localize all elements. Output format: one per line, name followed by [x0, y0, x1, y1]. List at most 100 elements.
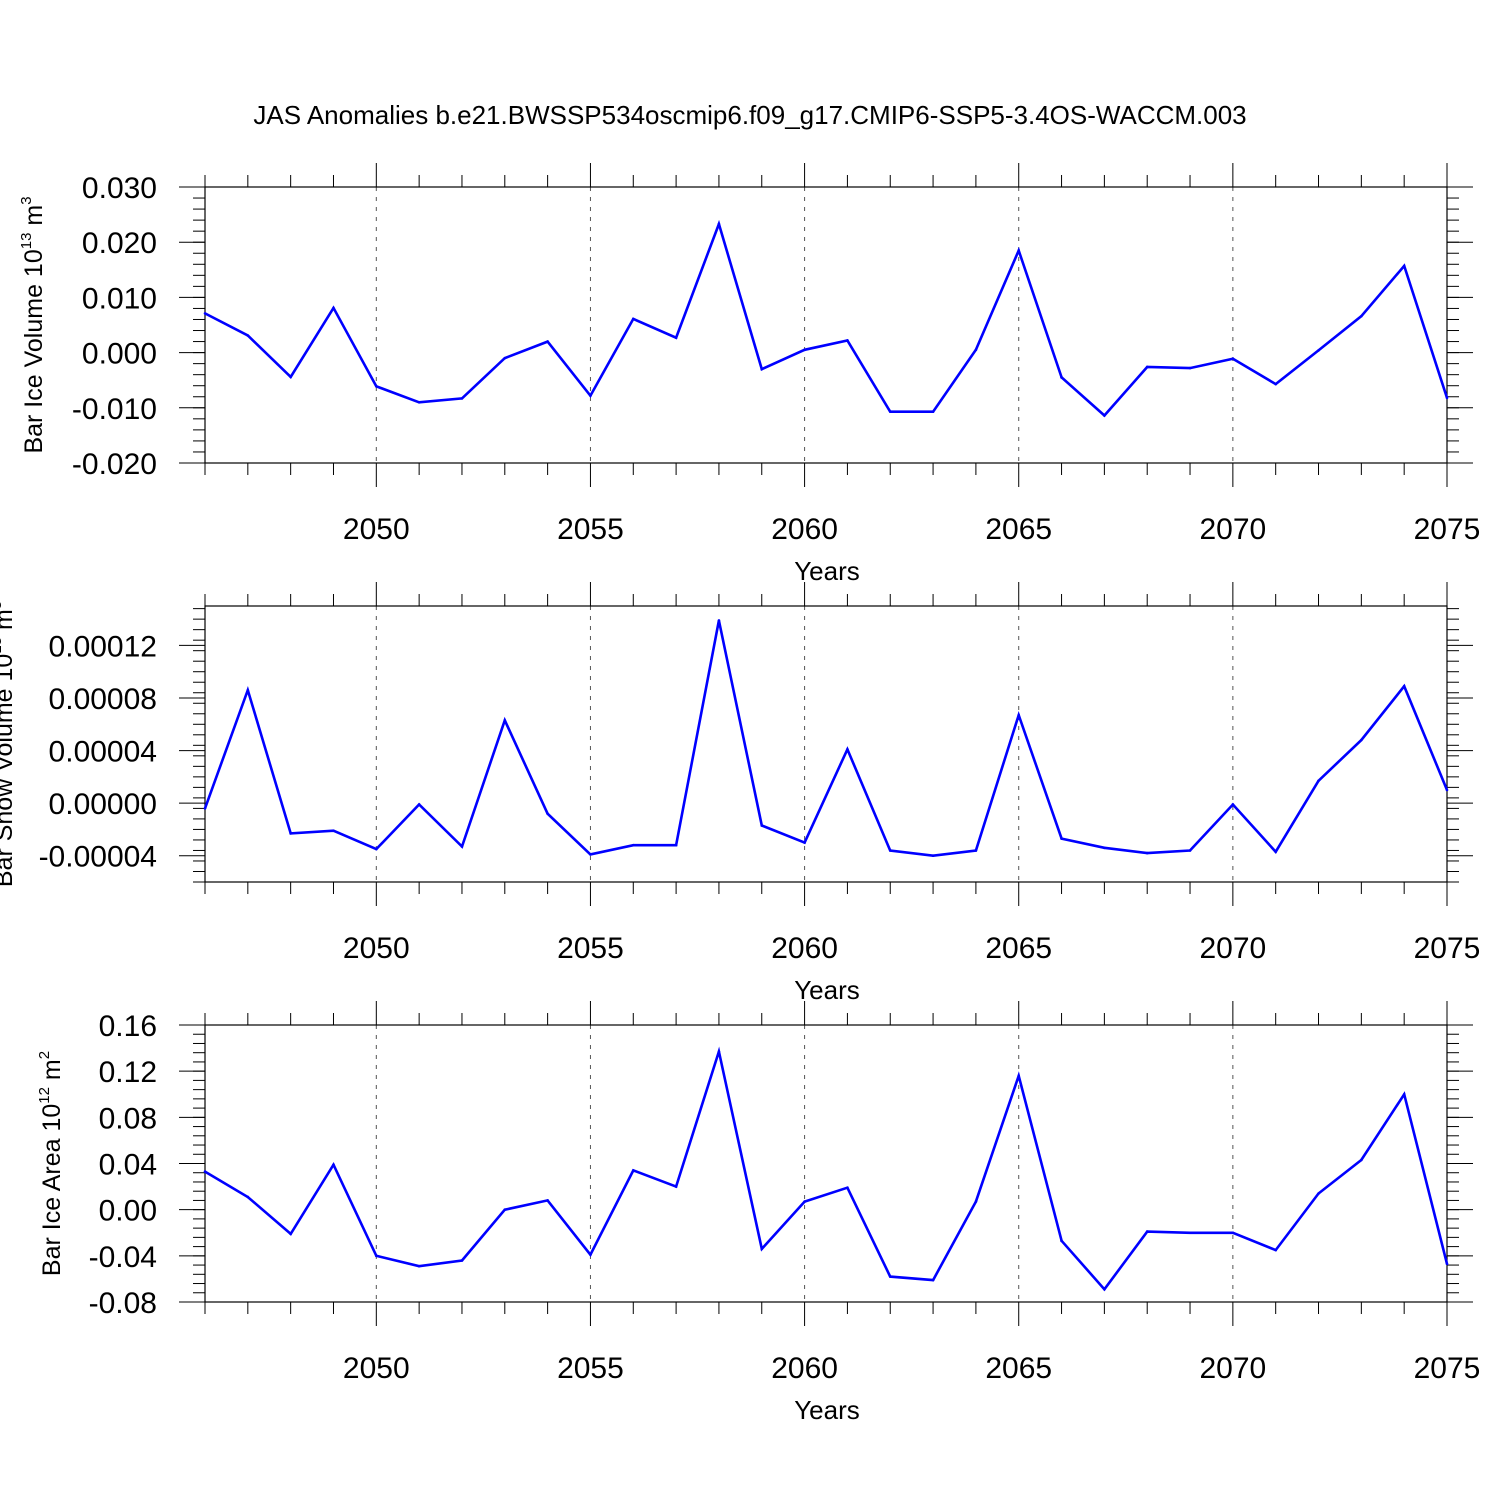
x-axis-title: Years	[794, 1395, 860, 1425]
data-point	[1445, 1262, 1449, 1266]
data-point	[674, 843, 678, 847]
panels: -0.020 -0.010 0.000 0.010 0.020 0.030 2050 2055…	[0, 163, 1480, 1425]
chart-panel-3: -0.08 -0.04 0.00 0.04 0.08 0.12 0.16 2050 2055 20…	[36, 1001, 1480, 1425]
data-point	[417, 400, 421, 404]
data-point	[931, 1278, 935, 1282]
y-tick-label: 0.00004	[49, 736, 157, 769]
data-point	[631, 317, 635, 321]
data-point	[1103, 846, 1106, 850]
data-point	[846, 339, 849, 342]
x-tick-label: 2070	[1199, 1352, 1266, 1385]
data-point	[1231, 1231, 1235, 1235]
x-tick-label: 2075	[1414, 513, 1481, 546]
data-point	[717, 1050, 721, 1053]
x-tick-label: 2050	[343, 513, 410, 546]
plot-frame	[204, 605, 1448, 883]
x-tick-label: 2060	[771, 932, 838, 965]
x-tick-label: 2065	[985, 932, 1052, 965]
data-point	[931, 854, 935, 858]
data-point	[1274, 1248, 1277, 1252]
data-point	[589, 1253, 592, 1256]
data-point	[1231, 357, 1235, 360]
data-point	[888, 410, 892, 413]
data-point	[332, 306, 335, 310]
y-tick-label: 0.08	[99, 1102, 157, 1135]
data-point	[1060, 837, 1063, 840]
data-point	[460, 397, 464, 400]
data-point	[332, 1163, 335, 1166]
y-tick-label: 0.00000	[49, 788, 157, 821]
data-point	[888, 849, 892, 852]
x-tick-label: 2055	[557, 1352, 624, 1385]
data-point	[203, 1170, 207, 1173]
data-point	[503, 356, 507, 360]
data-point	[717, 619, 721, 622]
data-point	[1317, 1192, 1320, 1195]
data-point	[1360, 314, 1363, 318]
y-tick-label: -0.04	[89, 1241, 157, 1274]
data-point	[417, 1264, 421, 1268]
y-tick-label: 0.020	[82, 227, 157, 260]
data-point	[289, 375, 292, 379]
x-tick-label: 2055	[557, 932, 624, 965]
data-point	[1188, 849, 1192, 852]
data-point	[1017, 1074, 1021, 1078]
data-point	[931, 410, 935, 413]
data-point	[246, 1195, 250, 1199]
data-point	[546, 1199, 549, 1202]
y-tick-label: 0.16	[99, 1010, 157, 1043]
y-tick-label: -0.010	[72, 393, 157, 426]
y-tick-label: 0.00012	[49, 630, 157, 663]
x-tick-label: 2060	[771, 1352, 838, 1385]
x-tick-label: 2075	[1414, 1352, 1481, 1385]
y-tick-label: 0.00	[99, 1195, 157, 1228]
data-point	[1402, 264, 1406, 268]
x-tick-label: 2050	[343, 1352, 410, 1385]
data-point	[1445, 788, 1449, 792]
data-point	[503, 719, 507, 722]
x-tick-label: 2060	[771, 513, 838, 546]
x-tick-label: 2065	[985, 1352, 1052, 1385]
x-tick-label: 2065	[985, 513, 1052, 546]
data-point	[631, 1169, 635, 1172]
x-tick-label: 2070	[1199, 932, 1266, 965]
data-point	[974, 849, 978, 852]
data-point	[503, 1208, 507, 1211]
y-tick-label: -0.020	[72, 448, 157, 481]
y-tick-label: -0.00004	[39, 841, 157, 874]
data-point	[846, 1186, 849, 1190]
data-point	[1402, 684, 1406, 688]
data-point	[289, 1232, 292, 1236]
x-tick-label: 2070	[1199, 513, 1266, 546]
data-point	[1188, 1231, 1192, 1235]
data-point	[974, 1200, 978, 1203]
data-point	[1360, 738, 1363, 742]
data-point	[1360, 1158, 1363, 1162]
data-point	[1145, 851, 1149, 855]
data-point	[1145, 365, 1149, 369]
chart-panel-2: -0.00004 0.00000 0.00004 0.00008 0.00012 2050…	[0, 582, 1480, 1005]
y-axis-title: Bar Snow Volume 1013 m3	[0, 601, 18, 887]
data-point	[1060, 376, 1063, 379]
series-line	[203, 620, 1449, 858]
data-point	[460, 845, 464, 848]
data-point	[803, 1200, 806, 1203]
data-point	[1188, 366, 1192, 370]
data-point	[332, 829, 335, 833]
data-point	[203, 312, 207, 315]
data-point	[589, 853, 592, 856]
y-axis-title: Bar Ice Area 1012 m2	[36, 1051, 66, 1276]
series-line	[204, 219, 1449, 418]
data-point	[803, 841, 806, 844]
data-point	[760, 824, 764, 827]
data-point	[717, 222, 721, 226]
data-point	[846, 747, 849, 751]
data-point	[760, 1247, 764, 1251]
y-tick-label: 0.00008	[49, 683, 157, 716]
data-point	[1274, 850, 1277, 854]
y-tick-label: 0.010	[82, 282, 157, 315]
data-point	[589, 394, 592, 397]
data-point	[289, 832, 292, 835]
data-point	[246, 688, 250, 692]
